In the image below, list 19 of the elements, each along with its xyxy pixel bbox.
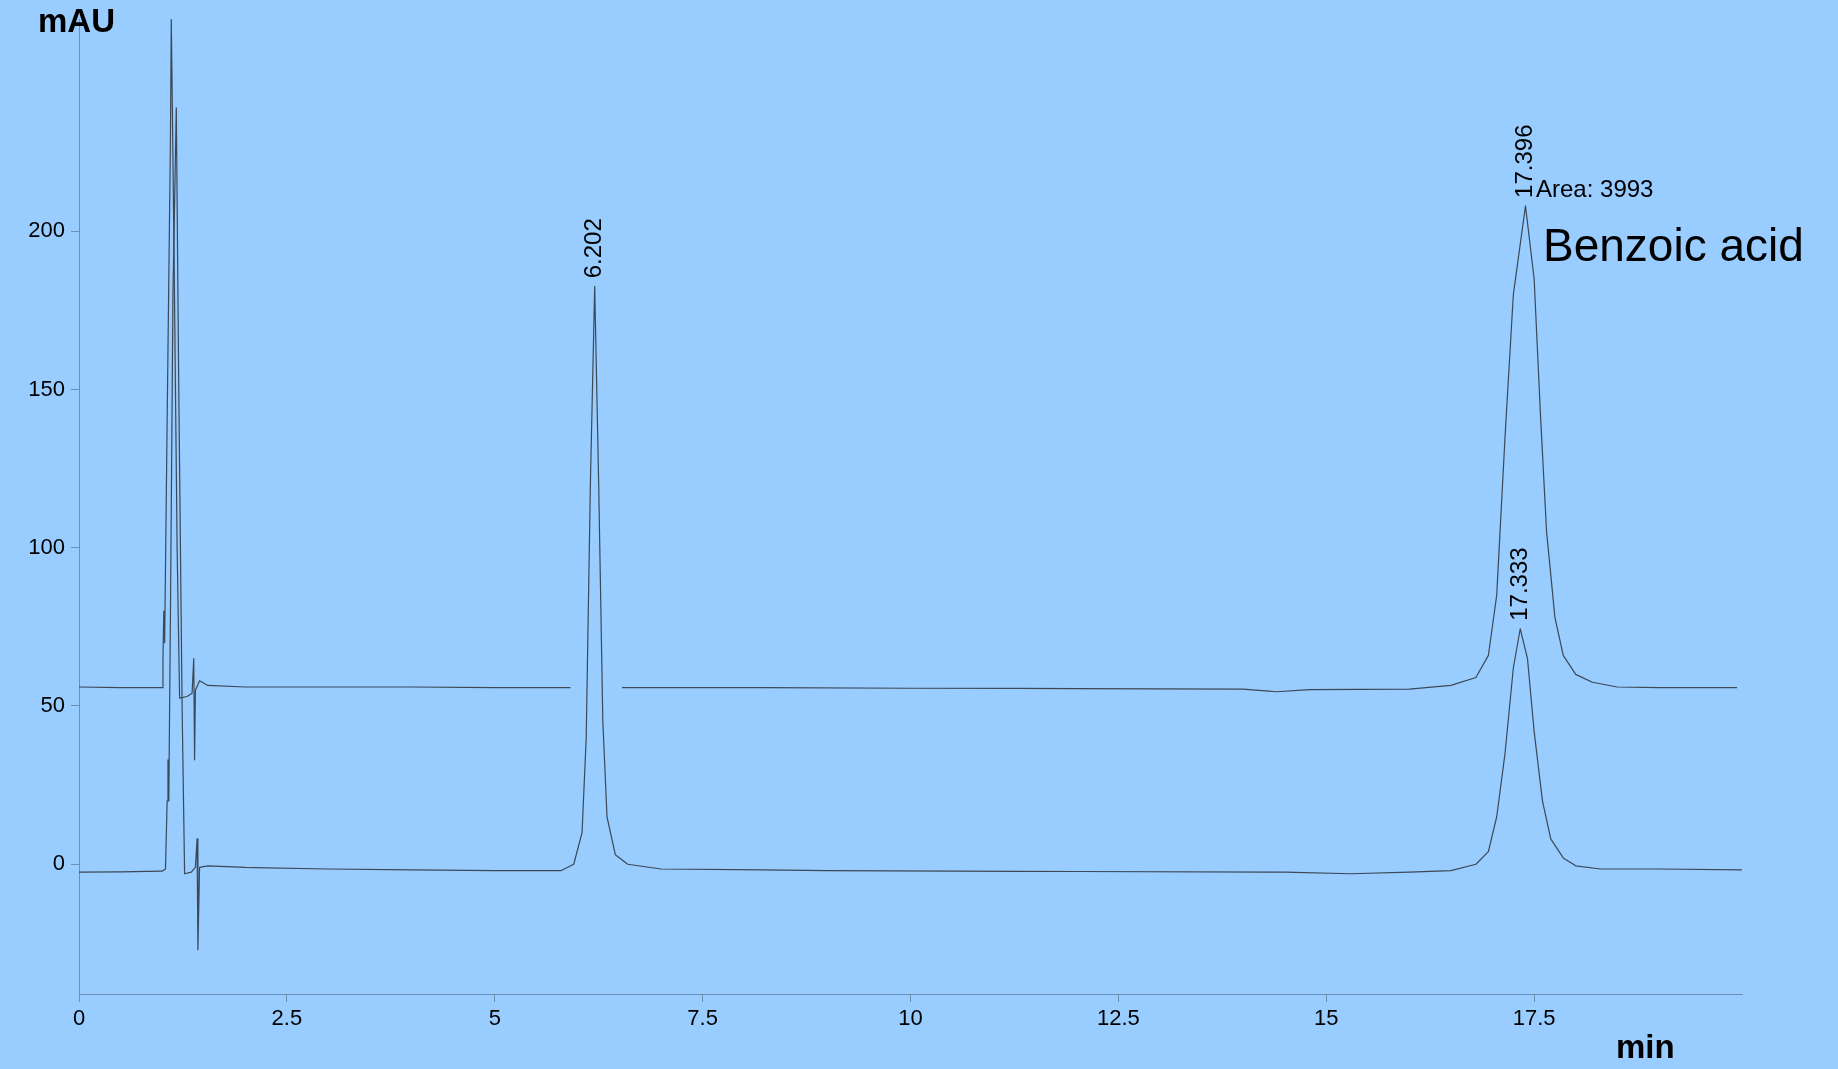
- x-tick-label: 2.5: [271, 1005, 303, 1031]
- x-tick-label: 10: [898, 1005, 923, 1031]
- y-tick-label: 200: [28, 217, 65, 243]
- x-tick-label: 7.5: [687, 1005, 718, 1031]
- annotation: Benzoic acid: [1543, 218, 1804, 271]
- y-axis-title: mAU: [38, 1, 116, 39]
- y-tick-label: 150: [28, 375, 65, 401]
- x-tick-label: 12.5: [1096, 1005, 1140, 1031]
- x-tick-label: 17.5: [1512, 1005, 1556, 1031]
- annotation: 6.202: [579, 218, 607, 279]
- x-tick-label: 5: [488, 1005, 501, 1031]
- y-tick-label: 100: [28, 533, 65, 559]
- annotation: 17.333: [1504, 547, 1532, 621]
- y-tick-label: 0: [52, 850, 65, 876]
- y-tick-label: 50: [40, 692, 65, 718]
- x-axis-title: min: [1616, 1027, 1675, 1065]
- annotation: Area: 3993: [1536, 174, 1654, 202]
- x-tick-label: 15: [1314, 1005, 1339, 1031]
- x-tick-label: 0: [72, 1005, 86, 1031]
